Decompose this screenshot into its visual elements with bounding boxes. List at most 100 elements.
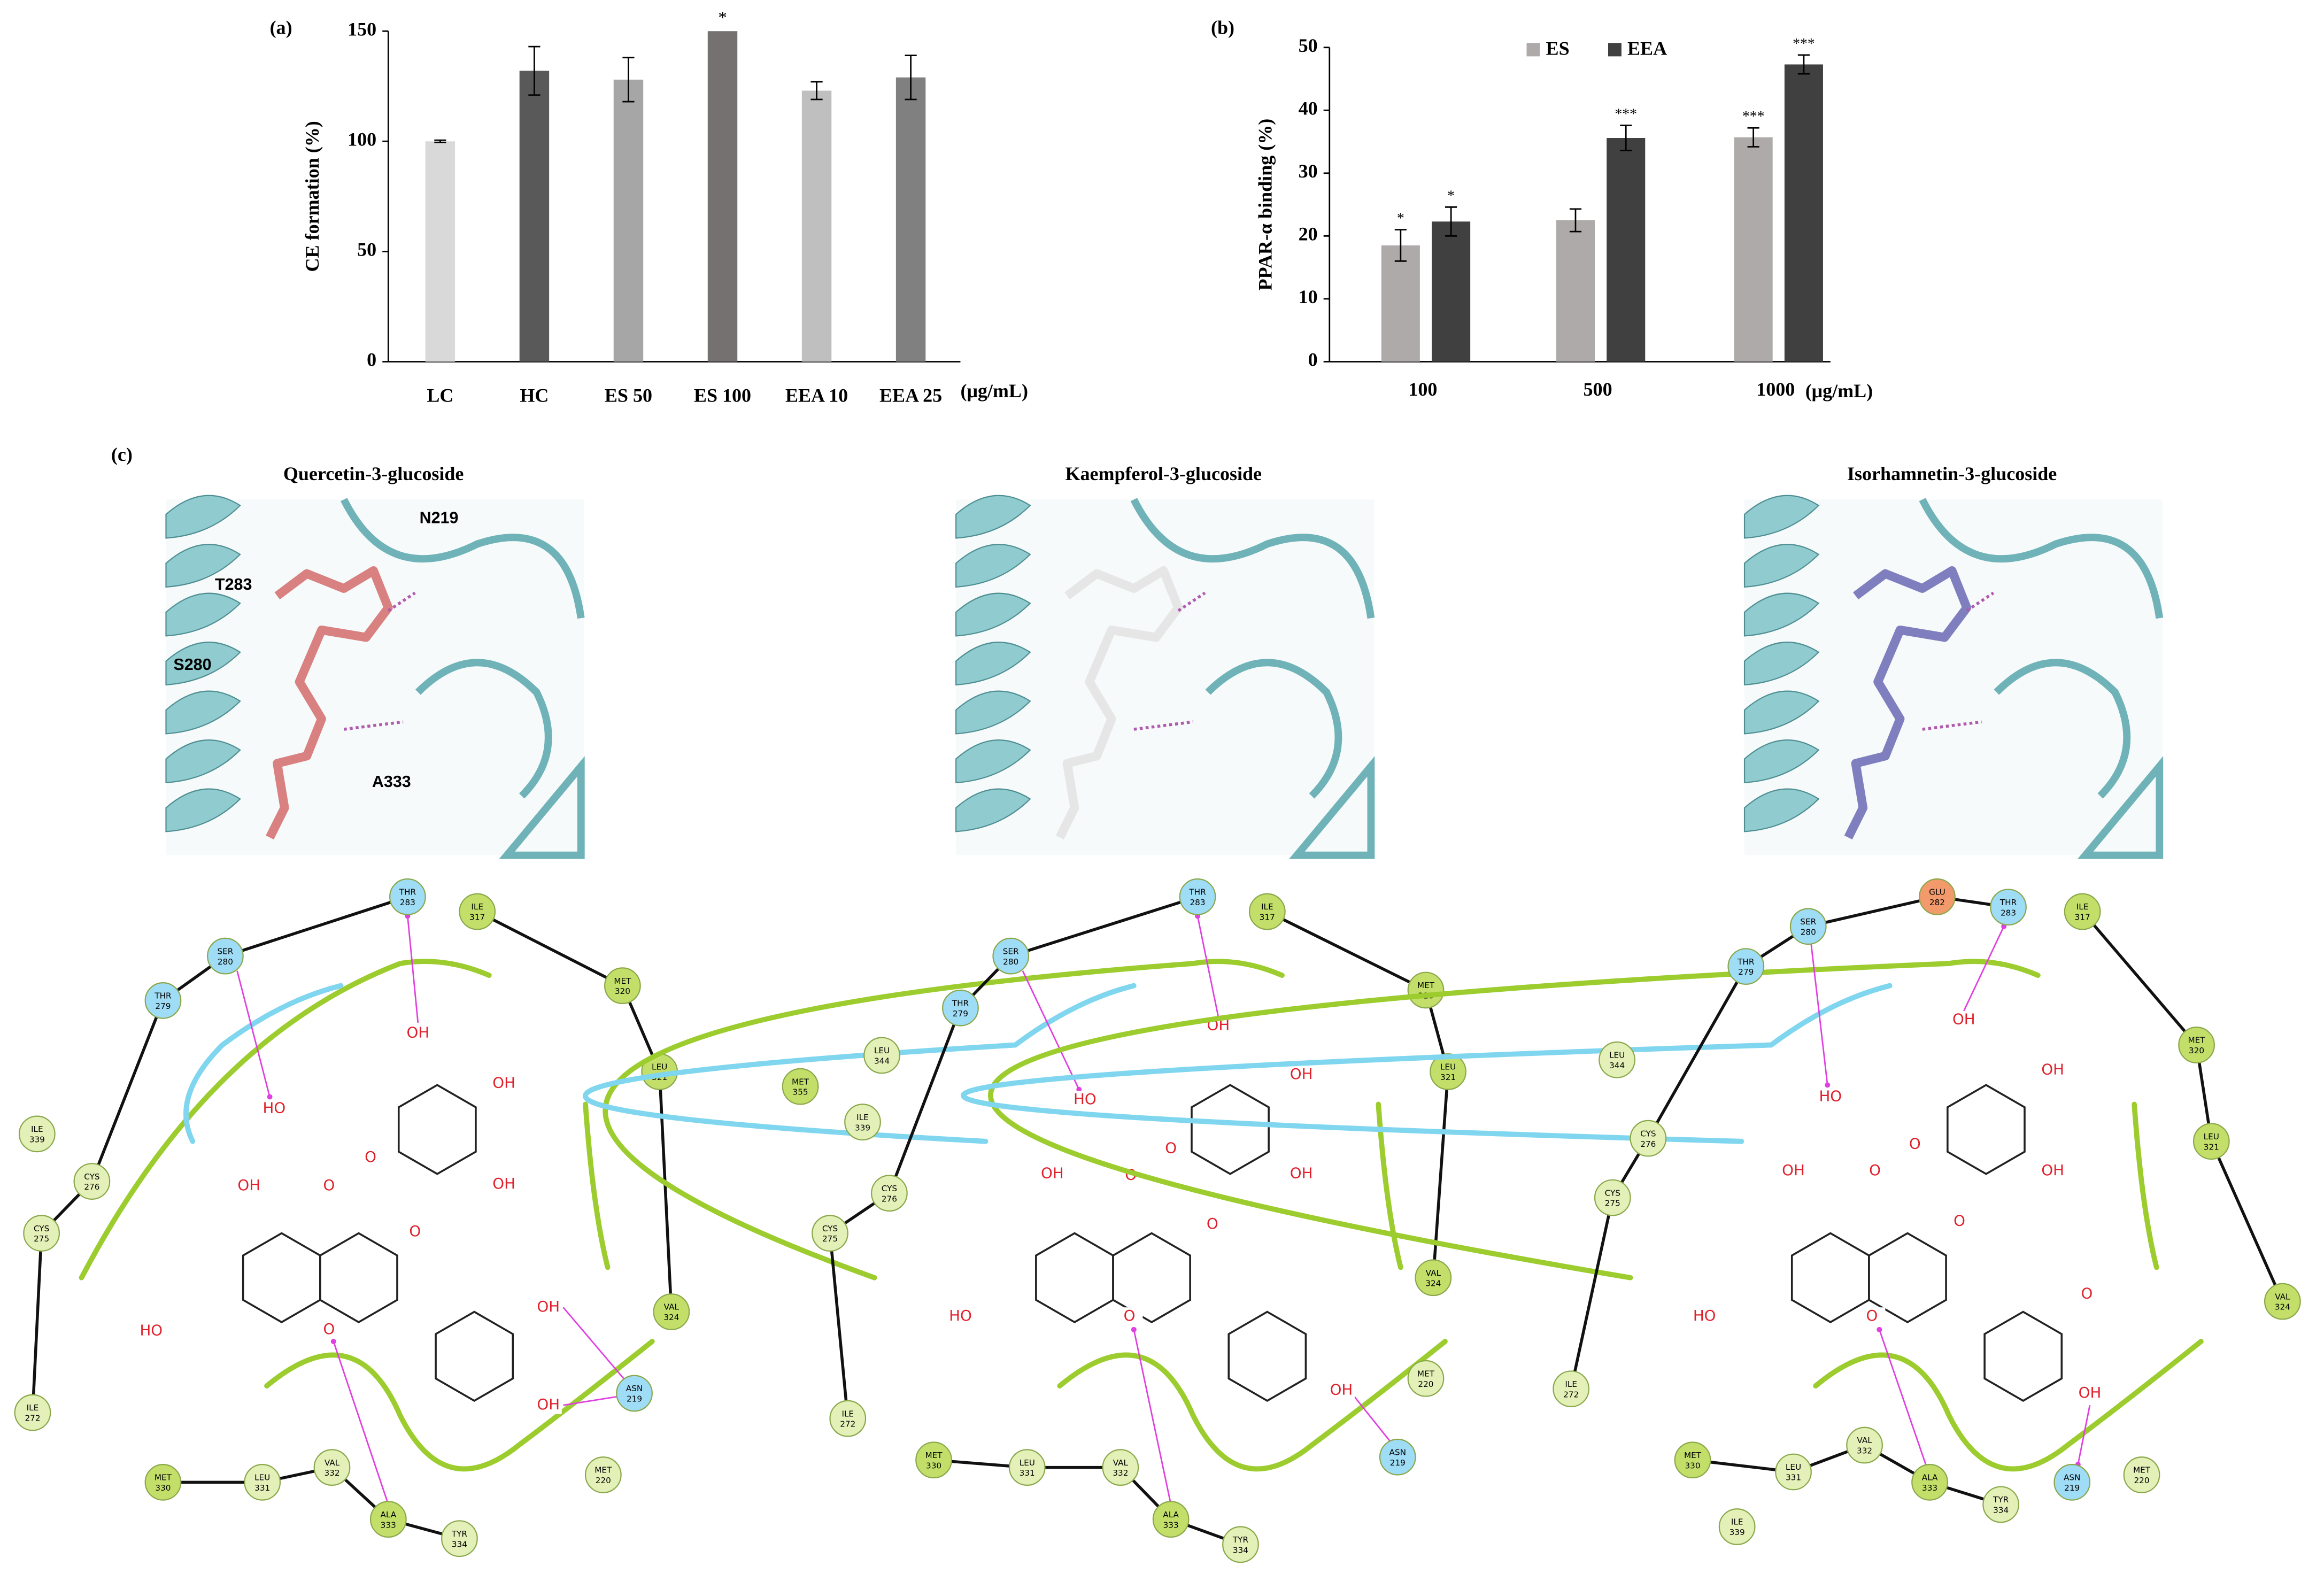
atom-bg — [315, 1177, 343, 1195]
residue — [1102, 1449, 1139, 1486]
residue-number: 332 — [324, 1468, 339, 1478]
residue-name: ILE — [1565, 1379, 1577, 1389]
error-bar — [1569, 208, 1582, 233]
residue — [844, 1104, 881, 1141]
residue-name: SER — [1003, 946, 1019, 956]
atom-label: OH — [1041, 1164, 1064, 1182]
atom-label: HO — [263, 1099, 286, 1117]
atom-bg — [1116, 1307, 1143, 1325]
atom-label: O — [1954, 1212, 1965, 1229]
bar — [895, 77, 926, 362]
residue-number: 317 — [469, 913, 485, 922]
atom-label: OH — [1782, 1161, 1805, 1179]
residue — [23, 1215, 60, 1252]
atom-bg — [1862, 1162, 1888, 1180]
atom-bg — [1288, 1165, 1315, 1183]
residue-number: 317 — [2075, 913, 2090, 922]
residue — [313, 1449, 351, 1486]
helix — [1743, 544, 1820, 588]
y-tick-label: 100 — [348, 129, 376, 150]
hbond-arrow — [563, 1395, 620, 1406]
atom-bg — [1157, 1139, 1185, 1158]
atom-label: HO — [140, 1322, 163, 1339]
x-tick-label: 500 — [1584, 379, 1612, 400]
residue-number: 283 — [400, 898, 415, 907]
residue-number: 321 — [2204, 1142, 2219, 1152]
residue — [1248, 893, 1286, 930]
pocket-outline — [79, 959, 655, 1472]
residue-number: 272 — [25, 1414, 40, 1423]
atom-bg — [1817, 1087, 1844, 1106]
atom-label: O — [1869, 1161, 1881, 1179]
atom-label: OH — [1952, 1010, 1975, 1028]
residue — [992, 937, 1030, 975]
hbond-arrow — [1963, 926, 2005, 1012]
bar — [1556, 220, 1595, 362]
residue-number: 279 — [953, 1009, 968, 1019]
residue-name: MET — [2133, 1465, 2151, 1475]
residue — [829, 1400, 867, 1437]
error-bar — [905, 55, 917, 101]
hbond-arrow — [2077, 1405, 2091, 1465]
loop — [340, 498, 585, 859]
residue — [1407, 971, 1445, 1009]
helix — [955, 739, 1031, 784]
atom-bg — [1946, 1212, 1973, 1231]
residue-number: 332 — [1113, 1468, 1128, 1478]
atom-label: OH — [1290, 1065, 1313, 1083]
hbond-arrow — [562, 1307, 631, 1387]
residue-name: TYR — [1232, 1535, 1249, 1545]
residue — [2064, 893, 2101, 930]
residue — [1553, 1370, 1590, 1408]
residue — [653, 1293, 690, 1330]
atom-label: OH — [492, 1175, 515, 1192]
residue-name: ILE — [856, 1113, 869, 1122]
atom-label: HO — [1693, 1307, 1716, 1324]
residue — [1415, 1259, 1452, 1297]
x-unit-label: (μg/mL) — [1805, 380, 1873, 402]
atom-label: OH — [2041, 1161, 2064, 1179]
atom-label: OH — [406, 1023, 429, 1041]
significance: *** — [1793, 35, 1815, 51]
helix — [165, 739, 241, 784]
residue — [1911, 1463, 1948, 1501]
ring — [1790, 1232, 1870, 1324]
helix — [165, 592, 241, 637]
atom-bg — [315, 1321, 343, 1339]
residue-name: ILE — [1261, 902, 1273, 912]
error-bar — [810, 81, 823, 101]
helix — [1743, 592, 1820, 637]
atom-bg — [535, 1298, 562, 1316]
structure-image — [165, 495, 585, 859]
hbond-arrow — [1196, 916, 1219, 1017]
helix — [1743, 739, 1820, 784]
backbone — [933, 1459, 1241, 1546]
atom-label: O — [323, 1176, 335, 1194]
atom-bg — [1950, 1011, 1978, 1029]
residue-name: VAL — [2275, 1292, 2290, 1301]
residue — [871, 1175, 908, 1212]
atom-bg — [2073, 1285, 2101, 1303]
helix — [1743, 642, 1820, 686]
significance: * — [718, 8, 727, 28]
solvent-outline — [183, 983, 344, 1144]
residue-name: CYS — [822, 1224, 838, 1233]
residue — [584, 1456, 622, 1493]
bar — [1784, 64, 1823, 362]
residue-number: 344 — [1609, 1061, 1625, 1070]
x-tick-label: ES 50 — [605, 384, 652, 406]
residue-name: CYS — [34, 1224, 49, 1233]
residue-name: CYS — [882, 1184, 897, 1193]
residue — [441, 1520, 478, 1557]
hbond-arrow — [333, 1341, 389, 1505]
atom-bg — [235, 1177, 262, 1195]
structure-image — [1743, 495, 2164, 859]
helix — [1743, 495, 1820, 539]
ring — [397, 1084, 477, 1175]
structure-label: N219 — [420, 508, 459, 527]
error-bar — [1394, 229, 1407, 262]
residue — [1990, 889, 2027, 926]
residue-name: ILE — [471, 902, 483, 912]
atom-bg — [535, 1396, 562, 1414]
